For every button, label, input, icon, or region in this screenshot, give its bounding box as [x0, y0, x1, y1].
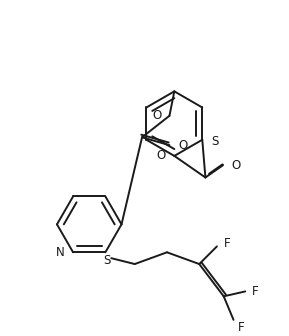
Text: S: S [211, 135, 218, 148]
Text: F: F [252, 285, 259, 298]
Text: N: N [55, 246, 64, 259]
Text: O: O [178, 139, 188, 152]
Text: F: F [224, 237, 230, 250]
Text: O: O [152, 109, 162, 122]
Text: F: F [237, 321, 244, 334]
Text: O: O [232, 159, 241, 172]
Text: O: O [156, 150, 166, 162]
Text: S: S [104, 254, 111, 267]
